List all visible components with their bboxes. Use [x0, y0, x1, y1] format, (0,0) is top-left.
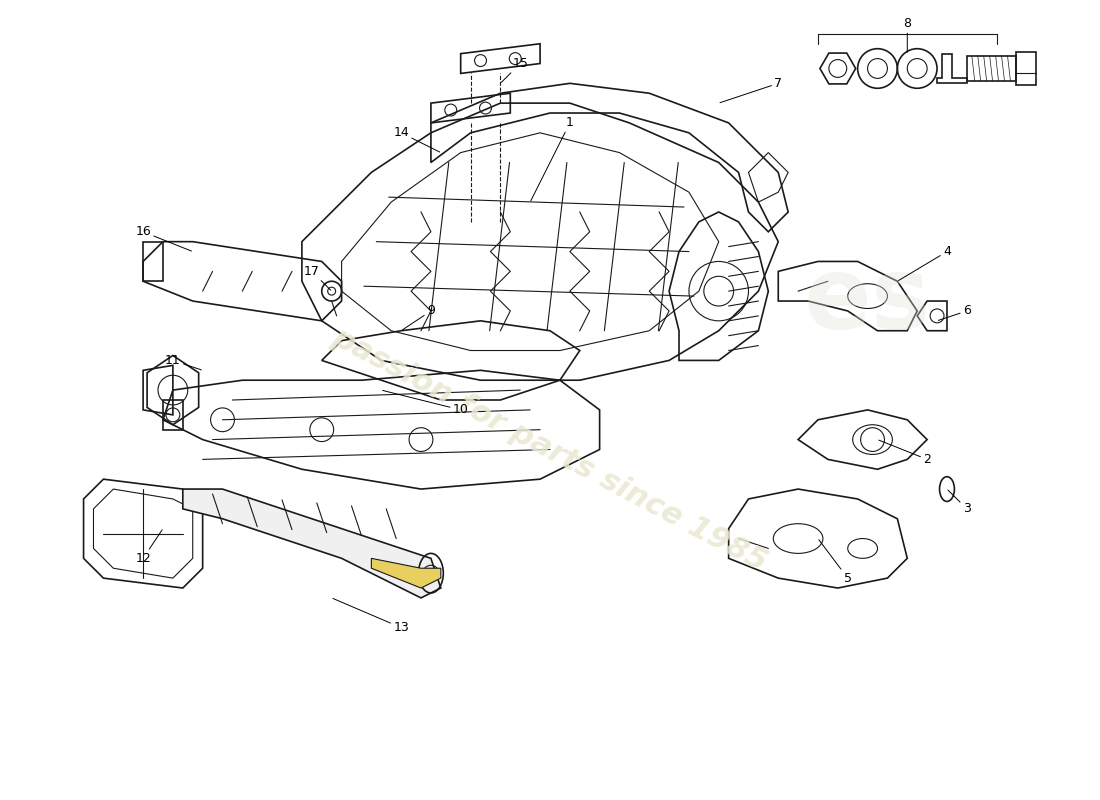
Text: 3: 3 [948, 490, 971, 515]
Text: passion for parts since 1985: passion for parts since 1985 [328, 322, 772, 577]
Text: 13: 13 [333, 598, 409, 634]
Text: 10: 10 [383, 390, 469, 416]
Text: 2: 2 [879, 440, 931, 466]
Text: 9: 9 [403, 305, 434, 330]
Polygon shape [183, 489, 441, 598]
Polygon shape [372, 558, 441, 588]
Text: 6: 6 [938, 305, 971, 320]
Text: 17: 17 [304, 265, 331, 290]
Text: 12: 12 [135, 530, 162, 565]
Text: 7: 7 [720, 77, 782, 102]
Text: es: es [804, 253, 932, 350]
Text: 1: 1 [531, 117, 574, 201]
Text: 11: 11 [165, 354, 201, 370]
Text: 15: 15 [502, 57, 528, 82]
Text: 4: 4 [899, 245, 950, 281]
Text: 14: 14 [394, 126, 440, 152]
Text: 5: 5 [818, 540, 851, 585]
Text: 16: 16 [135, 226, 191, 251]
Text: 8: 8 [903, 18, 911, 52]
